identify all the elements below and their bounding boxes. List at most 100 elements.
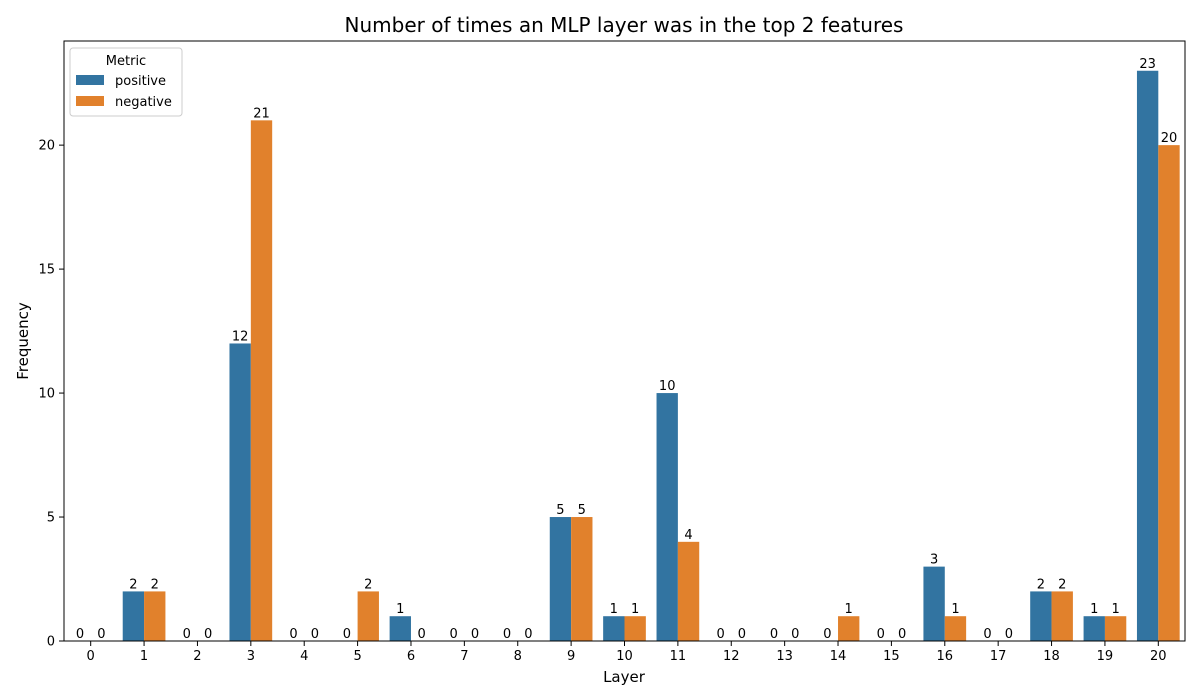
bar-positive	[1136, 70, 1159, 641]
x-tick-label: 16	[937, 649, 954, 664]
x-tick-label: 11	[670, 649, 687, 664]
bar-value-label: 0	[1005, 627, 1013, 642]
bar-value-label: 0	[791, 627, 799, 642]
bar-value-label: 0	[343, 627, 351, 642]
x-tick-label: 18	[1043, 649, 1060, 664]
x-tick-label: 9	[567, 649, 575, 664]
bar-value-label: 1	[610, 602, 618, 617]
bar-value-label: 0	[716, 627, 724, 642]
bar-negative	[1104, 616, 1127, 641]
legend-title: Metric	[106, 54, 146, 69]
bar-value-label: 0	[877, 627, 885, 642]
x-tick-label: 14	[830, 649, 847, 664]
bar-positive	[923, 566, 945, 641]
bar-value-label: 21	[253, 106, 270, 121]
bar-value-label: 0	[76, 627, 84, 642]
bar-value-label: 0	[898, 627, 906, 642]
bar-negative	[944, 616, 967, 641]
bar-value-label: 2	[1058, 577, 1066, 592]
x-tick-label: 0	[87, 649, 95, 664]
legend-swatch-positive	[76, 75, 104, 85]
bar-value-label: 0	[738, 627, 746, 642]
legend-label-negative: negative	[115, 95, 172, 110]
x-tick-label: 3	[247, 649, 255, 664]
bar-value-label: 0	[204, 627, 212, 642]
x-tick-label: 17	[990, 649, 1007, 664]
bar-value-label: 0	[524, 627, 532, 642]
bar-positive	[1030, 591, 1052, 641]
bar-value-label: 23	[1139, 57, 1156, 72]
bar-value-label: 20	[1161, 131, 1178, 146]
x-tick-label: 7	[460, 649, 468, 664]
bar-negative	[838, 616, 860, 641]
x-tick-label: 19	[1097, 649, 1114, 664]
bar-value-label: 1	[631, 602, 639, 617]
chart-title: Number of times an MLP layer was in the …	[345, 13, 904, 37]
x-tick-label: 10	[616, 649, 633, 664]
bar-value-label: 0	[983, 627, 991, 642]
bar-value-label: 1	[1111, 602, 1119, 617]
bar-value-label: 0	[770, 627, 778, 642]
bar-value-label: 0	[289, 627, 297, 642]
y-tick-label: 0	[47, 635, 55, 650]
x-tick-label: 13	[776, 649, 793, 664]
y-tick-label: 5	[47, 511, 55, 526]
bar-negative	[1158, 145, 1180, 641]
bar-value-label: 0	[823, 627, 831, 642]
bar-value-label: 1	[951, 602, 959, 617]
bar-negative	[357, 591, 379, 641]
x-tick-label: 8	[514, 649, 522, 664]
x-tick-label: 20	[1150, 649, 1167, 664]
bar-positive	[122, 591, 145, 641]
bar-value-label: 2	[129, 577, 137, 592]
bar-value-label: 2	[364, 577, 372, 592]
x-tick-label: 5	[353, 649, 361, 664]
y-tick-label: 20	[38, 139, 55, 154]
bar-value-label: 1	[845, 602, 853, 617]
bar-positive	[656, 393, 678, 641]
bar-positive	[229, 343, 251, 641]
bar-value-label: 4	[684, 528, 692, 543]
bar-positive	[389, 616, 411, 641]
bar-negative	[624, 616, 646, 641]
y-tick-label: 15	[38, 263, 55, 278]
bar-value-label: 2	[151, 577, 159, 592]
plot-frame	[63, 40, 1186, 642]
y-tick-label: 10	[38, 387, 55, 402]
x-tick-label: 12	[723, 649, 740, 664]
bar-negative	[571, 517, 593, 641]
bar-positive	[549, 517, 572, 641]
bar-positive	[1083, 616, 1105, 641]
bar-negative	[144, 591, 166, 641]
y-axis-title: Frequency	[14, 302, 32, 380]
bar-value-label: 2	[1037, 577, 1045, 592]
bar-value-label: 0	[311, 627, 319, 642]
x-tick-label: 1	[140, 649, 148, 664]
bar-value-label: 0	[97, 627, 105, 642]
x-tick-label: 15	[883, 649, 900, 664]
bar-value-label: 0	[450, 627, 458, 642]
x-tick-label: 6	[407, 649, 415, 664]
bar-positive	[603, 616, 625, 641]
bar-value-label: 0	[183, 627, 191, 642]
x-tick-label: 2	[193, 649, 201, 664]
legend: Metric positive negative	[69, 47, 183, 117]
bar-value-label: 0	[418, 627, 426, 642]
bar-value-label: 10	[659, 379, 676, 394]
bar-value-label: 1	[1090, 602, 1098, 617]
legend-swatch-negative	[76, 96, 104, 106]
bar-value-label: 1	[396, 602, 404, 617]
legend-label-positive: positive	[115, 74, 166, 89]
bar-value-label: 5	[556, 503, 564, 518]
bar-negative	[250, 120, 273, 641]
bar-value-label: 0	[503, 627, 511, 642]
bar-value-label: 0	[471, 627, 479, 642]
bar-negative	[677, 541, 700, 641]
x-axis-title: Layer	[603, 668, 646, 686]
bar-value-label: 3	[930, 553, 938, 568]
x-tick-label: 4	[300, 649, 308, 664]
bar-negative	[1051, 591, 1073, 641]
